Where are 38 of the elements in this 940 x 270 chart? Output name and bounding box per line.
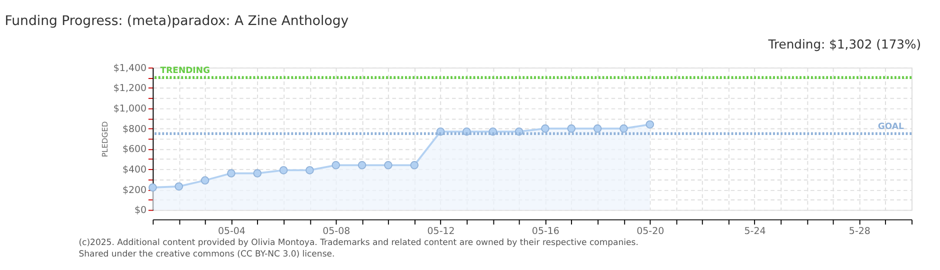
point: [593, 124, 602, 133]
point: [148, 183, 157, 192]
x-tick-label: 05-12: [427, 226, 455, 238]
text: (c)2025. Additional content provided by Olivia Montoya. Trademarks and related content are owned by their respective companies.: [78, 238, 638, 248]
point: [646, 120, 654, 129]
point: [227, 169, 236, 178]
x-tick-label: 05-20: [636, 226, 664, 238]
y-tick-label: $200: [122, 184, 147, 196]
x-tick-label: 5-24: [744, 226, 766, 238]
text: Shared under the creative commons (CC BY-NC 3.0) license.: [78, 249, 335, 260]
point: [253, 169, 262, 178]
y-tick-label: $1,200: [113, 83, 147, 94]
y-tick-label: $800: [122, 124, 147, 135]
y-axis-title: PLEDGED: [100, 121, 110, 158]
ref-line-label: GOAL: [878, 122, 905, 132]
x-tick-label: 05-16: [532, 226, 560, 238]
point: [358, 161, 366, 170]
y-tick-label: $1,400: [113, 62, 147, 74]
chart-title: Funding Progress: (meta)paradox: A Zine Anthology: [4, 14, 349, 29]
y-tick-label: $600: [122, 144, 147, 156]
point: [410, 161, 419, 170]
point: [279, 166, 288, 174]
point: [384, 161, 392, 170]
point: [332, 161, 340, 170]
point: [567, 124, 576, 133]
x-tick-label: 5-28: [848, 226, 870, 238]
x-tick-label: 05-04: [218, 226, 246, 238]
ref-line-label: TRENDING: [160, 66, 210, 76]
point: [174, 182, 184, 191]
point: [541, 124, 550, 133]
point: [306, 166, 314, 174]
y-tick-label: $0: [134, 205, 147, 216]
point: [200, 176, 210, 185]
x-tick-label: 05-08: [322, 226, 350, 238]
y-tick-label: $400: [122, 164, 147, 176]
point: [620, 124, 628, 133]
y-tick-label: $1,000: [113, 104, 147, 115]
chart-subtitle: Trending: $1,302 (173%): [767, 38, 922, 52]
